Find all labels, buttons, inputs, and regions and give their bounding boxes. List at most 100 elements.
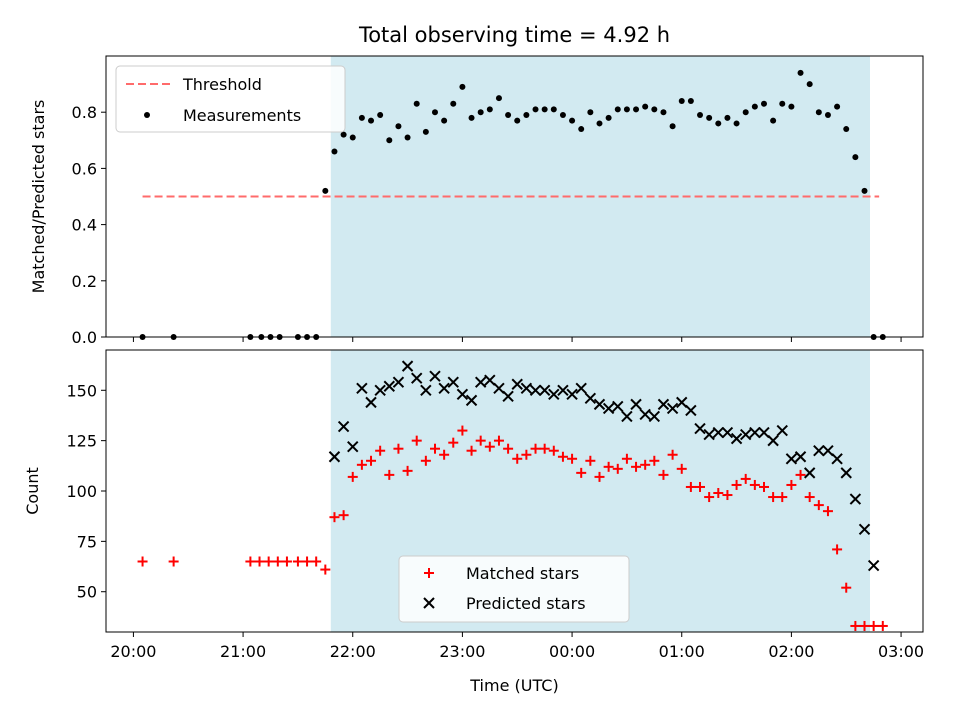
measurement-point bbox=[614, 106, 621, 113]
x-tick-label: 02:00 bbox=[768, 642, 814, 661]
matched-star-point bbox=[347, 471, 358, 482]
measurement-point bbox=[413, 100, 420, 107]
predicted-star-point bbox=[831, 453, 843, 465]
matched-star-point bbox=[320, 564, 331, 575]
x-tick-label: 21:00 bbox=[220, 642, 266, 661]
measurement-point bbox=[706, 114, 713, 121]
matched-star-point bbox=[402, 465, 413, 476]
bottom-panel: 50 75 100 125 150 20:00 21:00 22:00 23:00 00:00 01… bbox=[23, 349, 924, 695]
predicted-star-point bbox=[612, 400, 624, 413]
matched-star-point bbox=[411, 435, 422, 446]
measurement-point bbox=[852, 154, 859, 161]
legend-measurement-swatch bbox=[144, 112, 150, 118]
measurement-point bbox=[340, 131, 347, 138]
predicted-star-point bbox=[858, 523, 871, 535]
predicted-star-point bbox=[648, 410, 661, 423]
measurement-point bbox=[349, 134, 356, 141]
measurement-point bbox=[642, 103, 649, 110]
matched-star-point bbox=[302, 556, 313, 567]
measurement-point bbox=[715, 120, 722, 127]
predicted-star-point bbox=[529, 384, 542, 396]
matched-star-point bbox=[612, 463, 623, 474]
predicted-star-point bbox=[493, 382, 505, 394]
matched-star-point bbox=[649, 455, 660, 466]
matched-star-point bbox=[640, 459, 651, 470]
measurement-point bbox=[760, 100, 767, 107]
matched-star-point bbox=[439, 449, 450, 460]
matched-star-point bbox=[713, 488, 724, 499]
matched-star-point bbox=[749, 479, 760, 490]
chart-title: Total observing time = 4.92 h bbox=[358, 23, 670, 47]
matched-star-point bbox=[245, 556, 256, 567]
matched-star-point bbox=[329, 512, 340, 523]
measurement-point bbox=[541, 106, 548, 113]
axes-frame bbox=[105, 349, 924, 633]
matched-star-point bbox=[521, 449, 532, 460]
measurement-point bbox=[843, 126, 850, 133]
matched-star-point bbox=[448, 437, 459, 448]
matched-star-point bbox=[539, 443, 550, 454]
matched-star-point bbox=[804, 492, 815, 503]
measurement-point bbox=[322, 187, 329, 194]
y-tick-label: 0.4 bbox=[72, 216, 97, 235]
y-tick-label: 75 bbox=[77, 532, 97, 551]
measurement-point bbox=[605, 114, 612, 121]
measurement-point bbox=[797, 69, 804, 76]
matched-star-point bbox=[466, 445, 477, 456]
matched-star-point bbox=[576, 467, 587, 478]
measurement-point bbox=[477, 109, 484, 116]
measurement-point bbox=[742, 109, 749, 116]
measurement-point bbox=[431, 109, 438, 116]
matched-star-point bbox=[841, 582, 852, 593]
matched-star-point bbox=[457, 425, 468, 436]
matched-star-point bbox=[768, 492, 779, 503]
legend-matched-swatch bbox=[424, 568, 434, 578]
predicted-star-point bbox=[465, 394, 478, 407]
legend-matched-label: Matched stars bbox=[466, 564, 579, 583]
measurement-point bbox=[770, 117, 777, 124]
matched-star-point bbox=[429, 443, 440, 454]
predicted-star-point bbox=[767, 434, 779, 447]
measurement-point bbox=[678, 97, 685, 104]
measurement-point bbox=[751, 103, 758, 110]
measurement-point bbox=[587, 109, 594, 116]
matched-star-point bbox=[813, 500, 824, 511]
matched-star-point bbox=[137, 556, 148, 567]
matched-star-point bbox=[621, 453, 632, 464]
measurement-point bbox=[578, 126, 585, 133]
measurement-point bbox=[532, 106, 539, 113]
matched-star-point bbox=[758, 481, 769, 492]
predicted-star-point bbox=[840, 467, 852, 479]
y-tick-label: 150 bbox=[66, 381, 97, 400]
matched-star-point bbox=[254, 556, 265, 567]
matched-star-point bbox=[850, 620, 861, 631]
measurement-point bbox=[779, 100, 786, 107]
measurement-point bbox=[596, 120, 603, 127]
predicted-star-point bbox=[621, 410, 633, 423]
measurement-point bbox=[331, 148, 338, 155]
predicted-star-point bbox=[383, 380, 396, 392]
legend-bottom: Matched stars Predicted stars bbox=[398, 555, 630, 623]
measurement-point bbox=[523, 112, 530, 119]
predicted-star-point bbox=[867, 559, 880, 572]
predicted-star-point bbox=[749, 426, 761, 439]
predicted-star-point bbox=[420, 384, 432, 396]
predicted-star-point bbox=[328, 451, 341, 463]
predicted-star-point bbox=[474, 376, 487, 388]
matched-star-point bbox=[548, 445, 559, 456]
measurement-point bbox=[377, 112, 384, 119]
measurement-point bbox=[486, 106, 493, 113]
predicted-star-point bbox=[813, 445, 825, 457]
predicted-star-point bbox=[557, 384, 569, 396]
measurement-point bbox=[733, 120, 740, 127]
matched-star-point bbox=[740, 473, 751, 484]
matched-star-point bbox=[704, 492, 715, 503]
y-tick-label: 0.2 bbox=[72, 272, 97, 291]
matched-star-point bbox=[384, 469, 395, 480]
y-tick-label: 50 bbox=[77, 583, 97, 602]
matched-star-point bbox=[877, 620, 888, 631]
predicted-star-point bbox=[520, 382, 533, 394]
measurement-point bbox=[806, 81, 813, 88]
legend-predicted-label: Predicted stars bbox=[466, 594, 586, 613]
matched-star-point bbox=[667, 449, 678, 460]
